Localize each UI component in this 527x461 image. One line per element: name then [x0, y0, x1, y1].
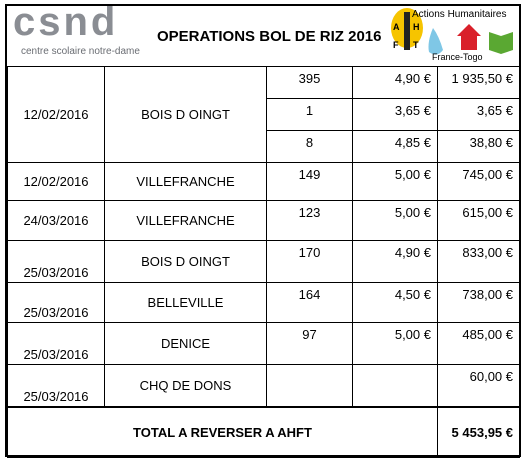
place-cell: BELLEVILLE	[104, 282, 267, 323]
footer-total: 5 453,95 €	[437, 405, 520, 458]
operations-table: 12/02/2016 BOIS D OINGT 395 4,90 €1 935,50 …	[7, 66, 520, 458]
logo-mark: csnd	[13, 0, 119, 44]
table-row: 12/02/2016 VILLEFRANCHE 149 5,00 €745,00 €	[7, 162, 520, 201]
total-cell: 485,00 €	[437, 322, 520, 365]
total-cell: 38,80 €	[437, 130, 520, 163]
price-cell: 5,00 €	[352, 322, 438, 365]
price-cell: 5,00 €	[352, 200, 438, 241]
date-cell: 25/03/2016	[7, 364, 105, 407]
table-row: 25/03/2016 BELLEVILLE 164 4,50 €738,00 €	[7, 282, 520, 323]
quantity-cell: 123	[266, 200, 353, 241]
logo-subtitle: centre scolaire notre-dame	[21, 46, 140, 57]
date-cell: 12/02/2016	[7, 66, 105, 163]
partner-letter: A	[393, 22, 400, 32]
title: OPERATIONS BOL DE RIZ 2016	[157, 28, 382, 45]
date-cell: 25/03/2016	[7, 282, 105, 323]
partner-name: Actions Humanitaires	[412, 9, 507, 20]
table-row: 12/02/2016 BOIS D OINGT 395 4,90 €1 935,50 …	[7, 66, 520, 163]
header: csnd centre scolaire notre-dame OPERATIO…	[7, 0, 519, 66]
quantity-cell: 97	[266, 322, 353, 365]
table-row: 25/03/2016 DENICE 97 5,00 €485,00 €	[7, 322, 520, 365]
total-cell: 833,00 €	[437, 240, 520, 283]
place-cell: BOIS D OINGT	[104, 66, 267, 163]
place-cell: VILLEFRANCHE	[104, 200, 267, 241]
price-cell: 3,65 €	[352, 98, 438, 131]
footer-label: TOTAL A REVERSER A AHFT	[7, 405, 438, 458]
table-row: 1 3,65 €3,65 €	[8, 98, 520, 131]
date-cell: 12/02/2016	[7, 162, 105, 201]
price-cell	[352, 364, 438, 407]
quantity-cell	[266, 364, 353, 407]
total-cell: 738,00 €	[437, 282, 520, 323]
partner-place: France-Togo	[432, 52, 483, 62]
date-cell: 25/03/2016	[7, 322, 105, 365]
place-cell: CHQ DE DONS	[104, 364, 267, 407]
sheet: csnd centre scolaire notre-dame OPERATIO…	[5, 0, 521, 458]
quantity-cell: 164	[266, 282, 353, 323]
partner-logo-art	[391, 8, 513, 55]
table-row: 25/03/2016 CHQ DE DONS 60,00 €	[7, 364, 520, 407]
price-cell: 5,00 €	[352, 162, 438, 201]
price-cell: 4,50 €	[352, 282, 438, 323]
quantity-cell: 8	[266, 130, 353, 163]
partner-letter: T	[413, 40, 419, 50]
price-cell: 4,90 €	[352, 66, 438, 99]
date-cell: 24/03/2016	[7, 200, 105, 241]
total-cell: 1 935,50 €	[437, 66, 520, 99]
date-cell: 25/03/2016	[7, 240, 105, 283]
place-cell: VILLEFRANCHE	[104, 162, 267, 201]
total-cell: 615,00 €	[437, 200, 520, 241]
table-row: 24/03/2016 VILLEFRANCHE 123 5,00 €615,00 €	[7, 200, 520, 241]
footer-row: TOTAL A REVERSER A AHFT 5 453,95 €	[7, 405, 520, 458]
place-cell: DENICE	[104, 322, 267, 365]
partner-letter: H	[413, 22, 420, 32]
total-cell: 60,00 €	[437, 364, 520, 407]
table-row: 25/03/2016 BOIS D OINGT 170 4,90 €833,00 €	[7, 240, 520, 283]
total-cell: 3,65 €	[437, 98, 520, 131]
price-cell: 4,85 €	[352, 130, 438, 163]
quantity-cell: 149	[266, 162, 353, 201]
price-cell: 4,90 €	[352, 240, 438, 283]
quantity-cell: 1	[266, 98, 353, 131]
quantity-cell: 170	[266, 240, 353, 283]
quantity-cell: 395	[266, 66, 353, 99]
partner-letter: F	[393, 40, 399, 50]
total-cell: 745,00 €	[437, 162, 520, 201]
place-cell: BOIS D OINGT	[104, 240, 267, 283]
